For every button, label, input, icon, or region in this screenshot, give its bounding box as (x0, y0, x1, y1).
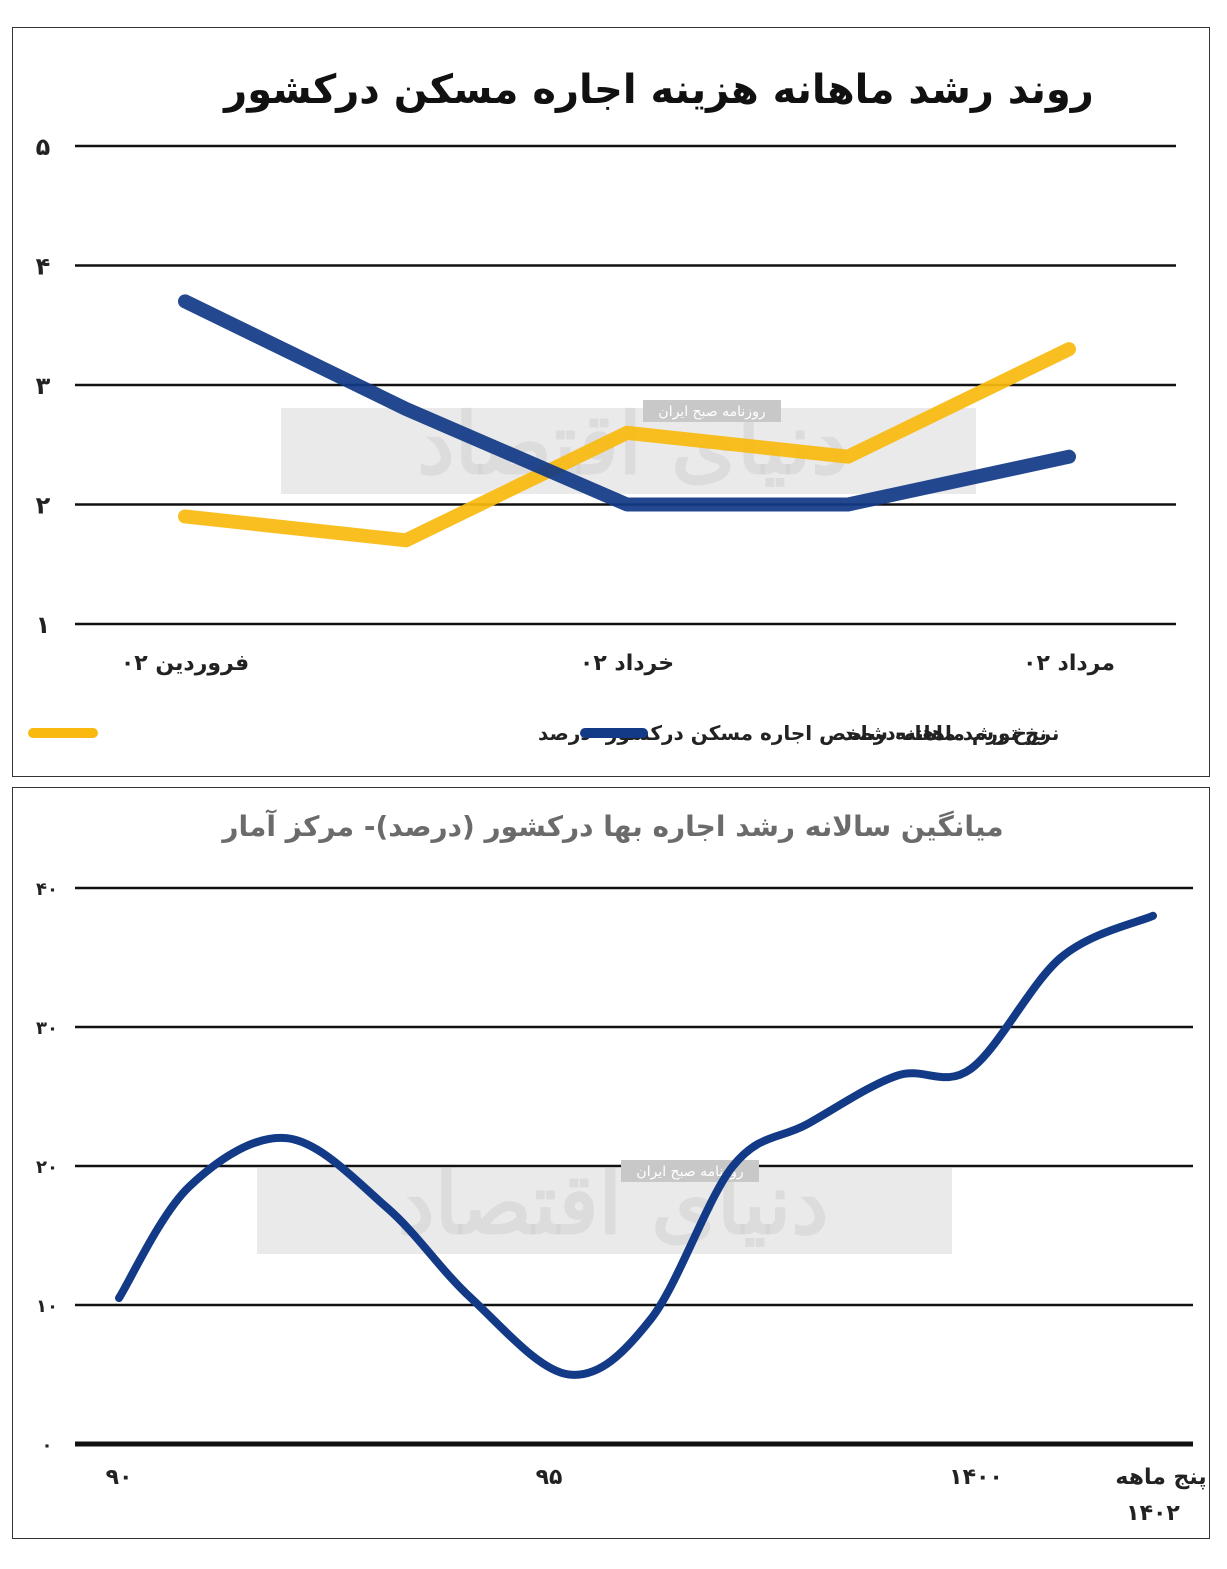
y-tick-label: ۰ (42, 1435, 53, 1456)
watermark-logo-text: دنیای اقتصاد (397, 1154, 828, 1253)
chart-panel-annual: میانگین سالانه رشد اجاره بها درکشور (درص… (12, 787, 1210, 1539)
x-tick-label: فروردین ۰۲ (121, 651, 249, 676)
x-tick-label-line2: ۱۴۰۲ (1126, 1501, 1180, 1526)
legend-label-inflation: نرخ تورم ماهانه-درصد (843, 721, 1059, 745)
x-tick-label: پنج ماهه (1115, 1465, 1206, 1490)
watermark-band (257, 1168, 952, 1254)
y-tick-label: ۱۰ (36, 1296, 58, 1317)
watermark-tag-box (643, 400, 781, 422)
y-tick-label: ۲۰ (36, 1157, 58, 1178)
chart-annual-svg: میانگین سالانه رشد اجاره بها درکشور (درص… (36, 809, 1207, 1526)
y-tick-label: ۲ (36, 492, 51, 520)
chart-panel-monthly: روند رشد ماهانه هزینه اجاره مسکن درکشور ۱… (12, 27, 1210, 777)
x-tick-label: ۱۴۰۰ (949, 1465, 1003, 1490)
watermark-tag-text: روزنامه صبح ایران (658, 404, 765, 420)
y-tick-label: ۵ (36, 133, 51, 161)
chart-title: روند رشد ماهانه هزینه اجاره مسکن درکشور (222, 67, 1094, 113)
watermark-tag-text: روزنامه صبح ایران (636, 1164, 743, 1180)
y-tick-label: ۱ (36, 611, 51, 639)
x-tick-label: ۹۵ (536, 1465, 563, 1490)
x-tick-label: ۹۰ (106, 1465, 133, 1490)
chart-monthly-svg: روند رشد ماهانه هزینه اجاره مسکن درکشور ۱… (28, 67, 1176, 745)
chart-title: میانگین سالانه رشد اجاره بها درکشور (درص… (220, 809, 1003, 843)
x-tick-label: خرداد ۰۲ (580, 651, 674, 676)
y-tick-label: ۴۰ (36, 879, 58, 900)
y-tick-label: ۴ (36, 253, 51, 281)
y-tick-label: ۳ (36, 372, 51, 400)
y-tick-label: ۳۰ (36, 1018, 58, 1039)
x-tick-label: مرداد ۰۲ (1023, 651, 1115, 676)
